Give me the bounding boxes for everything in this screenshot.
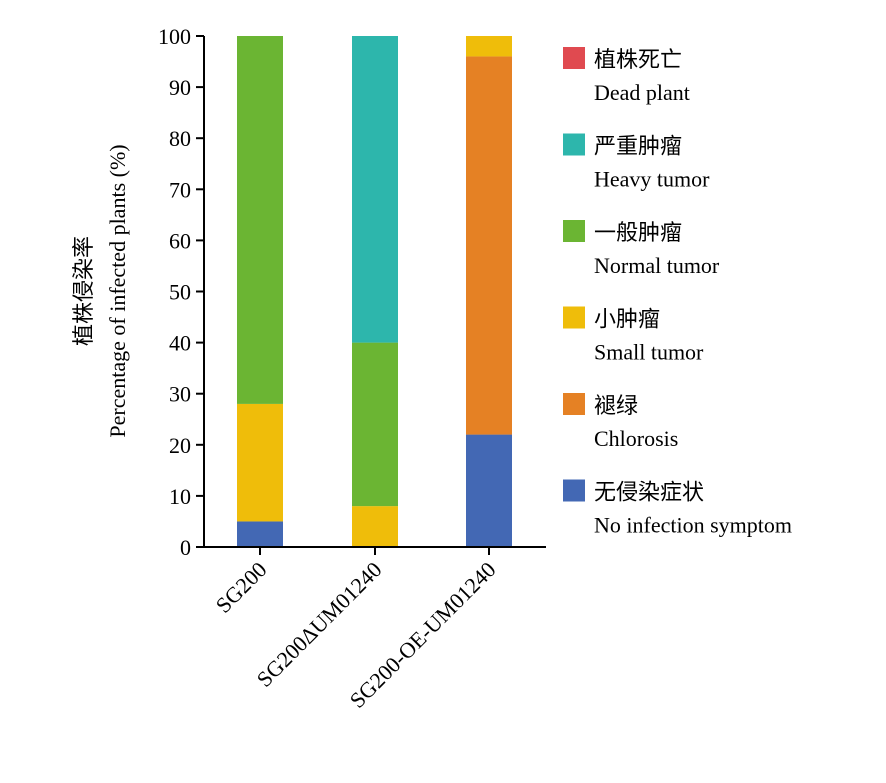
y-tick-label-10: 10 <box>169 484 191 509</box>
y-tick-label-60: 60 <box>169 228 191 253</box>
legend-label-heavy-tumor: Heavy tumor <box>594 167 710 192</box>
y-tick-label-20: 20 <box>169 433 191 458</box>
y-axis: 0 10 20 30 40 50 60 70 80 90 100 <box>158 24 205 560</box>
x-category-label-sg200: SG200 <box>211 557 272 618</box>
legend-label-cn-no-infection-symptom: 无侵染症状 <box>594 480 704 505</box>
y-tick-label-100: 100 <box>158 24 191 49</box>
y-tick-label-0: 0 <box>180 535 191 560</box>
legend-swatch-normal-tumor <box>563 220 585 242</box>
legend-label-cn-chlorosis: 褪绿 <box>594 393 638 418</box>
x-category-label-sg200-um01240: SG200ΔUM01240 <box>252 557 387 692</box>
y-axis-title-english: Percentage of infected plants (%) <box>105 144 130 437</box>
legend-label-chlorosis: Chlorosis <box>594 426 678 451</box>
y-tick-label-40: 40 <box>169 331 191 356</box>
y-tick-label-50: 50 <box>169 280 191 305</box>
legend-label-dead-plant: Dead plant <box>594 80 690 105</box>
y-axis-title: 植株侵染率 Percentage of infected plants (%) <box>71 144 130 437</box>
legend-swatch-heavy-tumor <box>563 133 585 156</box>
legend-swatch-small-tumor <box>563 306 585 329</box>
legend-label-no-infection-symptom: No infection symptom <box>594 513 792 538</box>
legend: 植株死亡 Dead plant 严重肿瘤 Heavy tumor 一般肿瘤 Normal … <box>563 47 792 538</box>
bar-heavy-tumor-sg200-um01240 <box>352 36 398 343</box>
bar-normal-tumor-sg200 <box>237 36 283 404</box>
y-tick-label-30: 30 <box>169 382 191 407</box>
legend-label-cn-dead-plant: 植株死亡 <box>594 47 682 72</box>
legend-swatch-no-infection-symptom <box>563 479 585 502</box>
legend-label-normal-tumor: Normal tumor <box>594 253 720 278</box>
y-tick-label-80: 80 <box>169 126 191 151</box>
y-tick-label-90: 90 <box>169 75 191 100</box>
y-axis-title-chinese: 植株侵染率 <box>71 236 96 346</box>
legend-label-cn-heavy-tumor: 严重肿瘤 <box>594 134 682 159</box>
bar-small-tumor-sg200-oe-um01240 <box>466 36 512 57</box>
legend-label-cn-normal-tumor: 一般肿瘤 <box>594 220 682 245</box>
bar-no-infection-symptom-sg200-oe-um01240 <box>466 434 512 547</box>
bar-small-tumor-sg200 <box>237 403 283 522</box>
bar-no-infection-symptom-sg200 <box>237 521 283 547</box>
legend-label-small-tumor: Small tumor <box>594 340 704 365</box>
legend-swatch-chlorosis <box>563 393 585 415</box>
legend-swatch-dead-plant <box>563 47 585 69</box>
y-tick-label-70: 70 <box>169 177 191 202</box>
bar-small-tumor-sg200-um01240 <box>352 506 398 547</box>
bar-chlorosis-sg200-oe-um01240 <box>466 56 512 435</box>
bar-normal-tumor-sg200-um01240 <box>352 342 398 507</box>
bars-layer <box>237 36 512 547</box>
legend-label-cn-small-tumor: 小肿瘤 <box>594 307 660 332</box>
